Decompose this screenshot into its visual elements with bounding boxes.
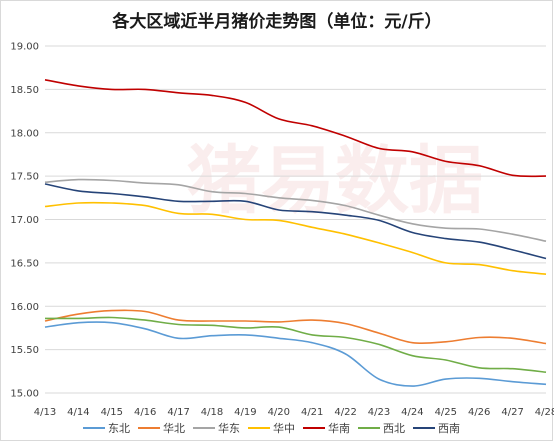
y-tick-label: 18.50 [10,85,39,96]
series-line-0 [44,321,547,387]
y-tick-label: 18.00 [10,128,39,139]
series-line-5 [44,316,547,373]
x-tick-label: 4/23 [368,407,390,418]
series-line-4 [44,79,547,178]
y-tick-label: 15.50 [10,345,39,356]
x-tick-label: 4/24 [401,407,423,418]
legend-label: 西北 [383,422,405,435]
y-tick-label: 16.00 [10,302,39,313]
x-tick-label: 4/18 [201,407,223,418]
legend-label: 华南 [328,421,350,435]
watermark: 猪易数据 [187,138,483,224]
x-tick-label: 4/21 [301,407,323,418]
legend: 东北 华北 华东 华中 华南 西北 西南 [83,421,460,435]
x-tick-label: 4/14 [67,407,89,418]
x-tick-label: 4/20 [268,407,290,418]
x-tick-label: 4/27 [501,407,523,418]
gridlines [45,45,546,394]
y-tick-label: 15.00 [10,389,39,400]
x-tick-label: 4/16 [134,407,156,418]
legend-label: 东北 [108,422,130,435]
series-lines [44,79,547,387]
series-line-1 [44,309,547,345]
chart-title: 各大区域近半月猪价走势图（单位：元/斤） [111,11,441,32]
x-tick-label: 4/28 [535,407,554,418]
series-line-2 [44,178,547,242]
x-tick-label: 4/22 [334,407,356,418]
y-tick-label: 17.50 [10,172,39,183]
legend-label: 华东 [218,421,240,435]
x-tick-label: 4/19 [234,407,256,418]
legend-label: 西南 [438,422,460,435]
y-tick-label: 17.00 [10,215,39,226]
x-tick-label: 4/26 [468,407,490,418]
legend-label: 华中 [273,421,295,435]
x-tick-label: 4/15 [101,407,123,418]
x-tick-label: 4/17 [167,407,189,418]
x-tick-label: 4/13 [34,407,56,418]
y-axis: 15.00 15.50 16.00 16.50 17.00 17.50 18.00 18.50… [10,42,39,400]
x-tick-label: 4/25 [435,407,457,418]
series-line-6 [44,183,547,260]
legend-label: 华北 [163,421,185,435]
y-tick-label: 19.00 [10,42,39,53]
watermark-text: 猪易数据 [187,138,483,224]
x-axis: 4/13 4/14 4/15 4/16 4/17 4/18 4/19 4/20 4/21 4/22… [34,407,554,418]
series-line-3 [44,201,547,275]
y-tick-label: 16.50 [10,258,39,269]
